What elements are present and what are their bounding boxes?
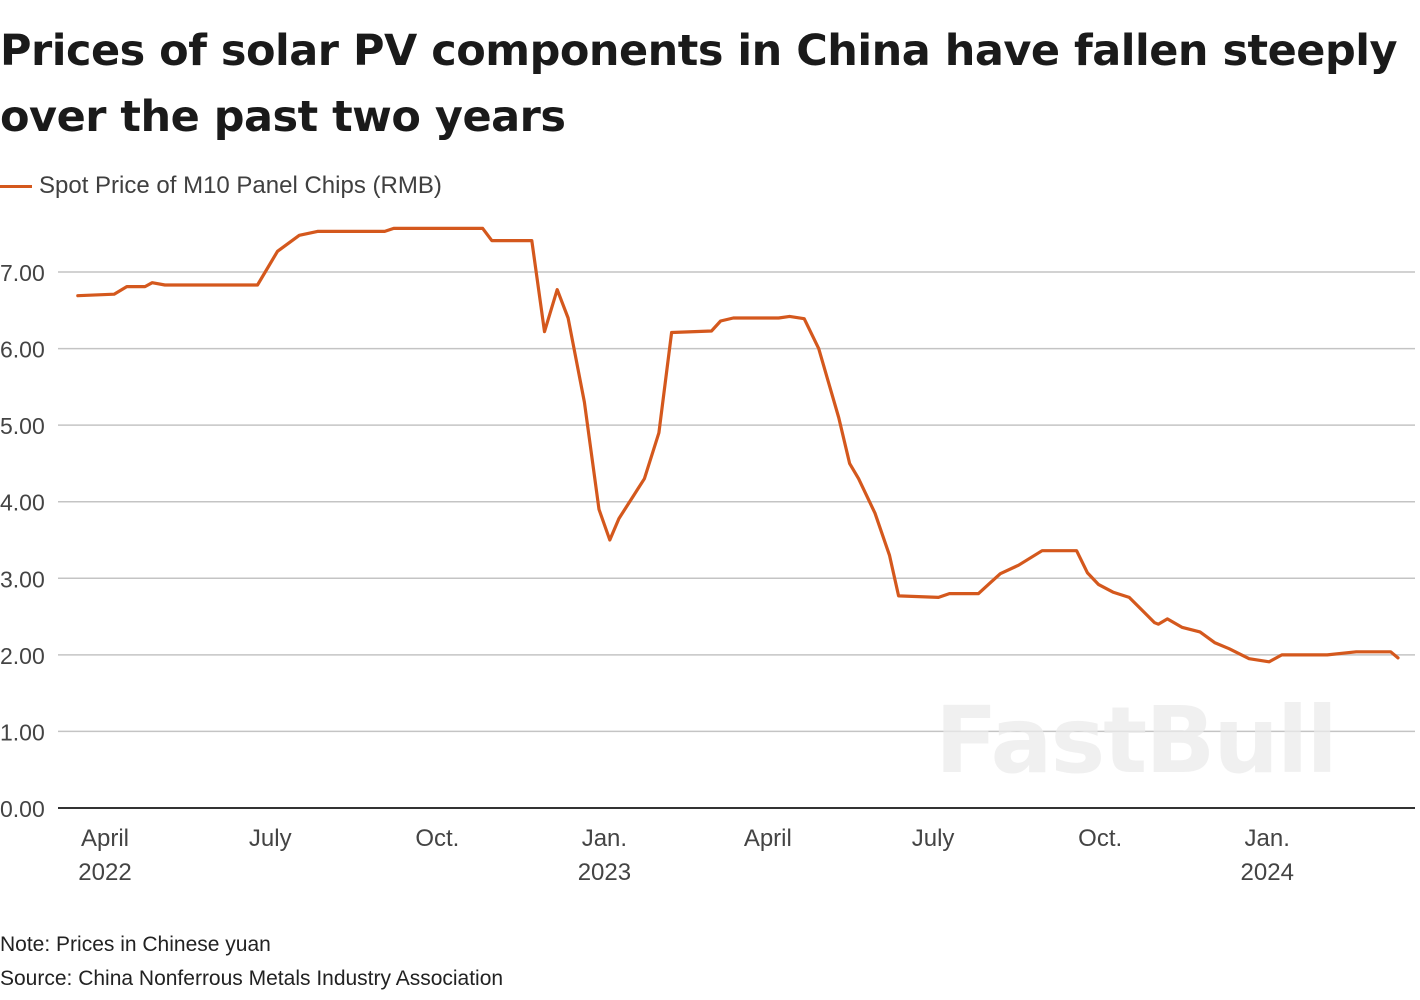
series-line — [76, 226, 1400, 664]
chart-title: Prices of solar PV components in China h… — [0, 26, 1398, 142]
x-tick-label: Jan. — [582, 825, 627, 852]
chart-source: Source: China Nonferrous Metals Industry… — [0, 967, 504, 990]
y-tick-label: 0.00 — [0, 796, 45, 822]
x-tick-label: Oct. — [415, 825, 459, 852]
x-tick-year-label: 2024 — [1241, 859, 1294, 886]
legend-label: Spot Price of M10 Panel Chips (RMB) — [39, 172, 442, 199]
x-tick-year-label: 2023 — [578, 859, 631, 886]
legend-swatch — [0, 184, 32, 188]
chart-note: Note: Prices in Chinese yuan — [0, 933, 271, 956]
y-tick-label: 5.00 — [0, 413, 45, 439]
y-tick-label: 1.00 — [0, 719, 45, 745]
y-tick-label: 4.00 — [0, 490, 45, 516]
x-tick-label: Oct. — [1078, 825, 1122, 852]
x-tick-label: Jan. — [1245, 825, 1290, 852]
y-tick-label: 2.00 — [0, 643, 45, 669]
x-tick-label: April — [744, 825, 792, 852]
legend: Spot Price of M10 Panel Chips (RMB) — [0, 172, 442, 200]
watermark: FastBull — [935, 687, 1338, 794]
x-tick-year-label: 2022 — [78, 859, 131, 886]
x-tick-label: July — [912, 825, 955, 852]
y-tick-label: 7.00 — [0, 260, 45, 286]
x-tick-label: July — [249, 825, 292, 852]
y-tick-label: 6.00 — [0, 337, 45, 363]
x-tick-label: April — [81, 825, 129, 852]
y-tick-label: 3.00 — [0, 566, 45, 592]
